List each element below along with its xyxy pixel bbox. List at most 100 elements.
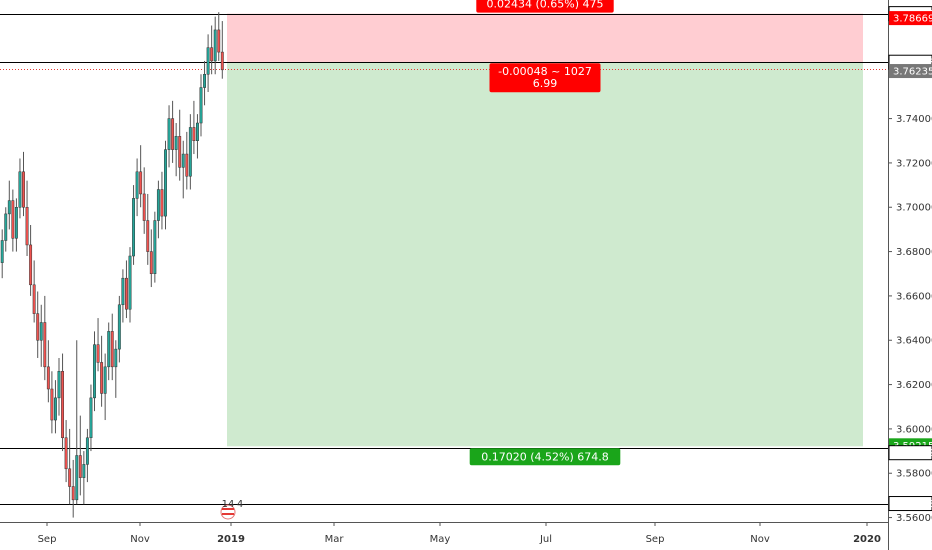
candle-body: [54, 397, 57, 421]
candle-body: [61, 371, 64, 439]
candle: [206, 34, 210, 92]
time-tick-label: Sep: [646, 534, 665, 545]
candle: [164, 140, 167, 230]
candle: [188, 114, 192, 190]
candle: [128, 247, 132, 323]
candle-body: [156, 189, 160, 221]
candle: [18, 158, 22, 219]
candle-body: [68, 468, 72, 487]
candle: [25, 180, 29, 257]
candle-body: [153, 220, 157, 274]
candle-body: [82, 464, 86, 478]
candle: [93, 331, 96, 412]
entry-label-box: [489, 63, 601, 93]
candle: [39, 304, 43, 367]
price-tick-label: 3.56000: [896, 513, 932, 524]
candle: [160, 171, 164, 230]
price-tick-label: 3.66000: [896, 291, 932, 302]
candle: [29, 224, 33, 296]
candle-body: [11, 200, 15, 239]
entry-label-text: -0.00048 ~ 1027: [498, 65, 592, 78]
price-tag-label: 3.76543: [893, 58, 932, 69]
candle-body: [100, 362, 104, 394]
candle-body: [7, 200, 11, 215]
candle: [82, 451, 86, 505]
candle-body: [43, 322, 47, 368]
candle-body: [196, 122, 199, 142]
candle: [14, 198, 18, 252]
price-tick-label: 3.60000: [896, 424, 932, 435]
candle-body: [164, 149, 167, 217]
event-marker: 14 4: [220, 499, 243, 520]
candle-body: [114, 348, 118, 368]
candle: [132, 185, 136, 265]
candle-body: [0, 240, 4, 263]
candle-body: [78, 455, 82, 478]
candle-body: [14, 206, 18, 239]
price-axis-background: [888, 0, 932, 550]
candle: [11, 189, 15, 252]
candle-body: [117, 304, 121, 350]
price-tick-label: 3.64000: [896, 336, 932, 347]
candle: [75, 340, 79, 505]
event-marker-stripe: [222, 513, 234, 515]
price-tag-red: 3.78669: [889, 11, 932, 26]
candle-body: [85, 437, 89, 465]
candle: [32, 260, 36, 323]
stop-label-box: [476, 0, 614, 13]
candle: [50, 371, 54, 434]
stop-label: 0.02434 (0.65%) 475: [476, 0, 614, 13]
candle: [178, 109, 182, 181]
candle-body: [203, 74, 207, 88]
stop-label-text: 0.02434 (0.65%) 475: [486, 0, 603, 11]
candle-body: [217, 29, 221, 53]
candle-body: [181, 153, 185, 168]
candle-body: [25, 206, 29, 246]
candle: [146, 193, 150, 265]
candle: [196, 114, 199, 159]
candle: [171, 100, 175, 163]
candle: [192, 100, 196, 155]
target-label-text: 0.17020 (4.52%) 674.8: [481, 450, 609, 463]
candle: [139, 145, 143, 208]
candle: [89, 384, 93, 452]
candle: [135, 158, 139, 217]
candle: [7, 180, 11, 230]
candle-body: [89, 397, 93, 439]
take-profit-zone: [227, 62, 863, 447]
candle: [125, 260, 128, 319]
candle: [64, 420, 68, 483]
candle-body: [167, 118, 171, 150]
candle-body: [185, 153, 189, 177]
candle-body: [139, 171, 143, 195]
candle-body: [146, 220, 150, 252]
candle: [78, 415, 82, 496]
candle: [167, 105, 171, 168]
candle: [103, 353, 107, 421]
price-tag-box: [889, 64, 932, 79]
candle-body: [22, 171, 25, 208]
price-tag-line: 3.56633: [888, 496, 932, 512]
time-tick-label: 2020: [853, 534, 881, 545]
candle: [107, 322, 111, 381]
candle-body: [174, 136, 178, 150]
candle: [85, 428, 89, 483]
entry-label-text: 6.99: [533, 77, 558, 90]
candle-body: [29, 244, 33, 286]
candle-body: [4, 213, 8, 241]
price-tag-label: 3.76235: [893, 67, 932, 78]
candle: [61, 353, 64, 452]
candle: [57, 357, 61, 416]
candle-body: [96, 344, 100, 363]
target-label-box: [469, 448, 621, 466]
candle: [174, 123, 178, 177]
time-tick-label: Sep: [38, 534, 57, 545]
time-tick-label: May: [430, 534, 451, 545]
candle: [210, 25, 214, 75]
candle: [121, 269, 125, 323]
candle-body: [46, 366, 50, 390]
time-tick-label: Nov: [750, 534, 770, 545]
price-tag-gray: 3.76235: [889, 64, 932, 79]
